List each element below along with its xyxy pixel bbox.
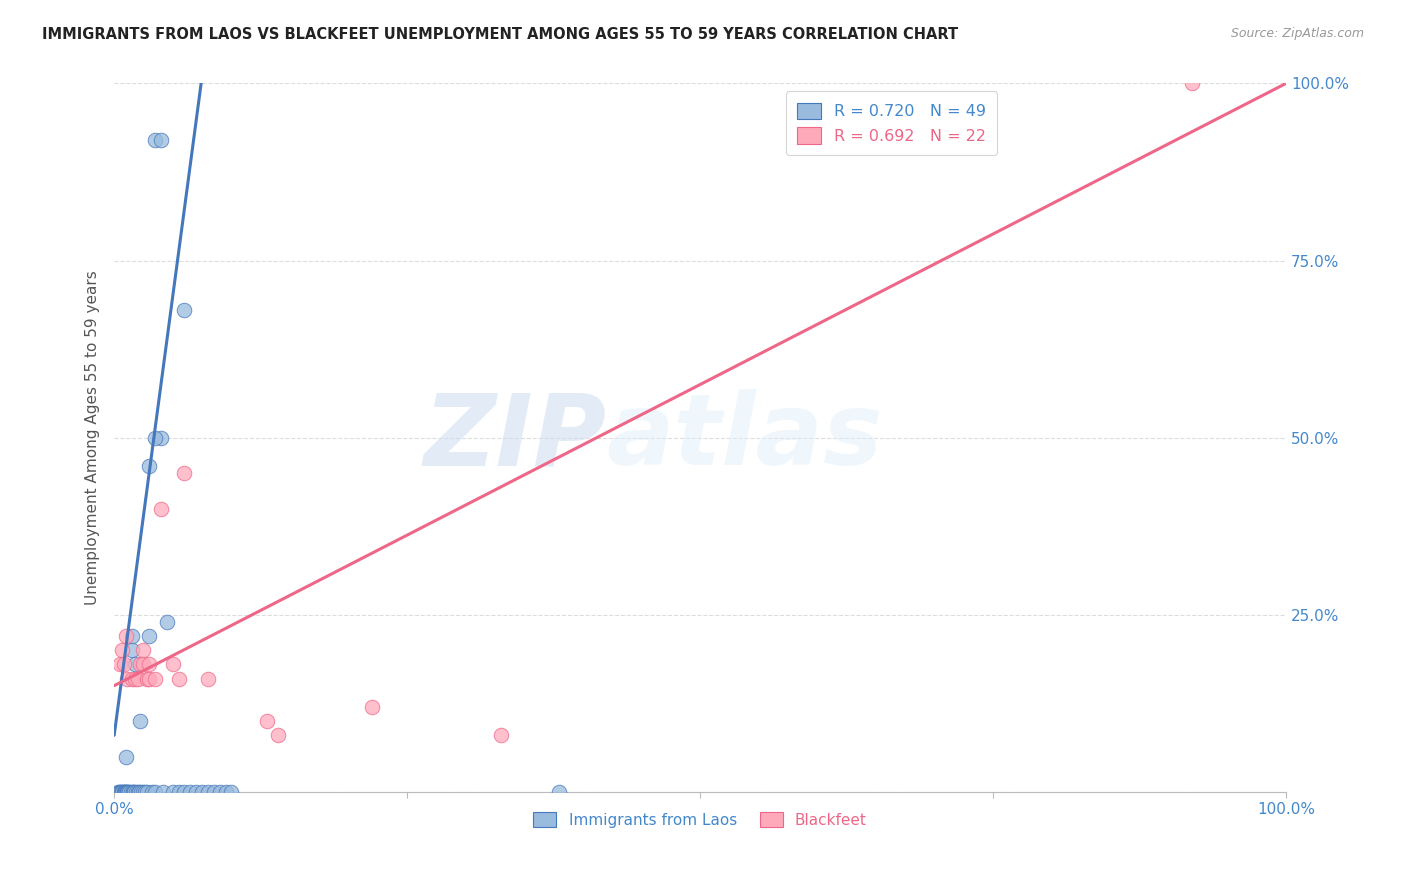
Point (121, 643, 143, 657)
Point (118, 785, 141, 799)
Point (162, 785, 184, 799)
Point (208, 785, 231, 799)
Point (112, 785, 135, 799)
Point (138, 458, 160, 473)
Point (115, 749, 138, 764)
Point (138, 672, 160, 686)
Point (122, 785, 145, 799)
Point (197, 785, 219, 799)
Point (114, 785, 136, 799)
Point (202, 785, 225, 799)
Point (141, 785, 163, 799)
Point (179, 785, 201, 799)
Point (214, 785, 236, 799)
Point (197, 672, 219, 686)
Point (143, 133, 166, 147)
Point (124, 672, 146, 686)
Point (134, 785, 156, 799)
Point (122, 785, 145, 799)
Point (132, 657, 155, 672)
Text: IMMIGRANTS FROM LAOS VS BLACKFEET UNEMPLOYMENT AMONG AGES 55 TO 59 YEARS CORRELA: IMMIGRANTS FROM LAOS VS BLACKFEET UNEMPL… (42, 27, 959, 42)
Text: Source: ZipAtlas.com: Source: ZipAtlas.com (1230, 27, 1364, 40)
Point (267, 728, 290, 742)
Point (173, 785, 195, 799)
Point (186, 785, 208, 799)
Point (129, 714, 152, 728)
Point (167, 785, 190, 799)
Point (121, 672, 143, 686)
Point (138, 629, 160, 643)
Point (132, 785, 155, 799)
Point (122, 785, 145, 799)
Y-axis label: Unemployment Among Ages 55 to 59 years: Unemployment Among Ages 55 to 59 years (86, 270, 100, 605)
Point (115, 785, 138, 799)
Point (115, 785, 138, 799)
Point (143, 431, 166, 445)
Point (117, 785, 139, 799)
Point (150, 501, 173, 516)
Point (132, 643, 155, 657)
Point (173, 466, 195, 480)
Point (124, 657, 146, 672)
Legend: Immigrants from Laos, Blackfeet: Immigrants from Laos, Blackfeet (527, 805, 873, 834)
Point (110, 785, 132, 799)
Point (121, 629, 143, 643)
Point (129, 657, 152, 672)
Point (138, 657, 160, 672)
Point (127, 672, 149, 686)
Point (1181, 77, 1204, 91)
Point (143, 672, 166, 686)
Point (548, 785, 571, 799)
Point (136, 785, 159, 799)
Point (128, 785, 150, 799)
Point (361, 700, 384, 714)
Point (150, 133, 173, 147)
Point (143, 785, 166, 799)
Point (489, 728, 512, 742)
Point (125, 785, 148, 799)
Point (111, 643, 134, 657)
Text: atlas: atlas (606, 389, 883, 486)
Point (221, 785, 243, 799)
Point (112, 657, 135, 672)
Point (120, 785, 142, 799)
Point (129, 785, 152, 799)
Point (156, 615, 179, 629)
Point (256, 714, 278, 728)
Point (112, 785, 135, 799)
Point (115, 672, 138, 686)
Point (162, 657, 184, 672)
Point (115, 629, 138, 643)
Point (191, 785, 214, 799)
Point (107, 785, 129, 799)
Point (152, 785, 174, 799)
Point (111, 785, 134, 799)
Point (108, 785, 131, 799)
Text: ZIP: ZIP (423, 389, 606, 486)
Point (108, 657, 131, 672)
Point (111, 785, 134, 799)
Point (127, 785, 149, 799)
Point (150, 431, 173, 445)
Point (114, 785, 136, 799)
Point (136, 672, 159, 686)
Point (173, 303, 195, 318)
Point (108, 785, 131, 799)
Point (167, 672, 190, 686)
Point (115, 785, 138, 799)
